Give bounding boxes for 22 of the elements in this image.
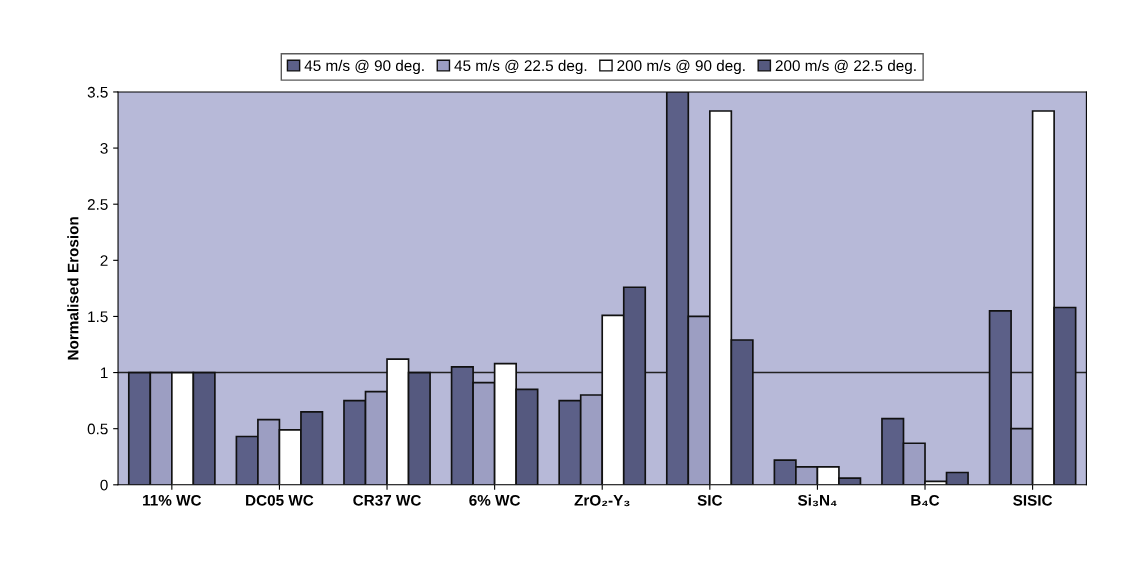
x-tick-label: B₄C [911, 494, 940, 507]
y-tick-label: 1 [100, 367, 108, 379]
x-tick-label: DC05 WC [246, 494, 314, 506]
y-tick-label: 3 [100, 142, 108, 154]
y-tick-label: 3.5 [87, 86, 108, 98]
x-tick-label: SISIC [1013, 494, 1053, 506]
y-tick-label: 1.5 [88, 311, 108, 323]
x-tick-label: 11% WC [143, 494, 202, 506]
legend-label: 45 m/s @ 22.5 deg. [454, 59, 587, 75]
legend-label: 45 m/s @ 90 deg. [304, 59, 424, 75]
x-tick-label: Si₃N₄ [797, 494, 837, 507]
x-tick-label: SIC [697, 494, 723, 506]
legend-label: 200 m/s @ 22.5 deg. [775, 59, 916, 75]
y-axis-title: Normalised Erosion [67, 217, 79, 360]
y-tick-label: 2.5 [87, 199, 108, 210]
x-tick-label: 6% WC [469, 494, 521, 506]
y-tick-label: 0 [100, 479, 108, 491]
y-tick-label: 2 [100, 255, 108, 266]
x-tick-label: ZrO₂-Y₃ [574, 494, 630, 507]
y-tick-label: 0.5 [87, 423, 108, 435]
legend-label: 200 m/s @ 90 deg. [617, 59, 745, 75]
x-tick-label: CR37 WC [353, 494, 421, 506]
